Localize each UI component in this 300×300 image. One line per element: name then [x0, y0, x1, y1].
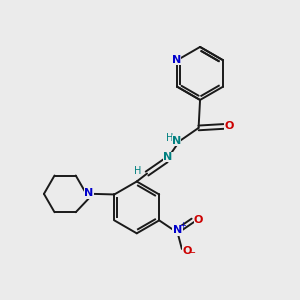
Text: N: N	[163, 152, 172, 162]
Text: N: N	[172, 55, 181, 64]
Text: O: O	[194, 215, 203, 225]
Text: N: N	[84, 188, 93, 198]
Text: O: O	[225, 122, 234, 131]
Text: N: N	[173, 225, 182, 235]
Text: H: H	[134, 166, 141, 176]
Text: −: −	[188, 248, 196, 258]
Text: +: +	[179, 221, 186, 230]
Text: N: N	[172, 136, 181, 146]
Text: H: H	[166, 133, 174, 143]
Text: O: O	[182, 246, 192, 256]
